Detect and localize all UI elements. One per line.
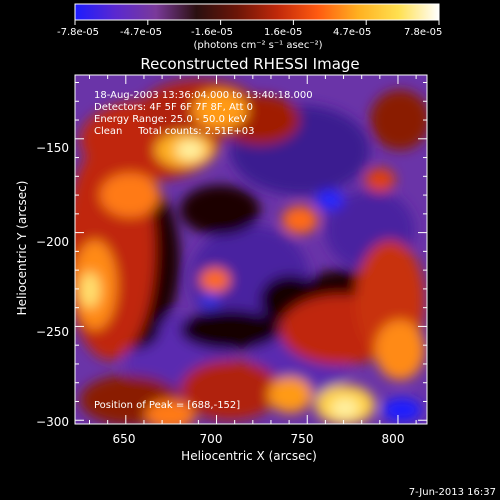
image-intensity-region bbox=[180, 310, 280, 350]
image-intensity-region bbox=[375, 320, 425, 380]
image-intensity-region bbox=[268, 377, 312, 413]
colorbar-tick-label: 7.8e-05 bbox=[404, 27, 442, 38]
plot-frame bbox=[74, 74, 428, 425]
timestamp: 7-Jun-2013 16:37 bbox=[409, 487, 496, 498]
y-tick-label: −150 bbox=[36, 141, 69, 155]
chart-title: Reconstructed RHESSI Image bbox=[140, 55, 359, 73]
axis-ticks bbox=[75, 75, 427, 424]
image-intensity-region bbox=[200, 268, 230, 292]
x-axis-label: Heliocentric X (arcsec) bbox=[181, 449, 317, 463]
colorbar-unit-label: (photons cm⁻² s⁻¹ asec⁻²) bbox=[193, 40, 322, 51]
image-intensity-region bbox=[100, 173, 160, 217]
image-intensity-region bbox=[370, 90, 427, 150]
annotation-line: 18-Aug-2003 13:36:04.000 to 13:40:18.000 bbox=[94, 90, 313, 101]
image-intensity-region bbox=[192, 90, 248, 130]
y-tick-label: −200 bbox=[36, 235, 69, 249]
colorbar bbox=[74, 3, 440, 21]
image-intensity-region bbox=[180, 360, 280, 420]
image-intensity-region bbox=[180, 185, 260, 235]
y-axis-label: Heliocentric Y (arcsec) bbox=[15, 181, 29, 316]
image-intensity-region bbox=[365, 168, 395, 192]
image-intensity-region bbox=[282, 206, 318, 234]
annotation-line: Clean Total counts: 2.51E+03 bbox=[94, 126, 254, 137]
image-intensity-region bbox=[200, 292, 220, 308]
colorbar-tick-label: -4.7e-05 bbox=[120, 27, 162, 38]
image-intensity-region bbox=[331, 398, 359, 418]
peak-position-label: Position of Peak = [688,-152] bbox=[94, 400, 240, 411]
y-tick-label: −300 bbox=[36, 415, 69, 429]
image-intensity-region bbox=[382, 398, 422, 422]
y-tick-label: −250 bbox=[36, 325, 69, 339]
image-intensity-region bbox=[176, 140, 204, 160]
image-intensity-region bbox=[145, 400, 195, 424]
image-intensity-region bbox=[80, 272, 100, 308]
x-tick-label: 750 bbox=[291, 432, 314, 446]
x-tick-label: 800 bbox=[382, 432, 405, 446]
annotation-line: Energy Range: 25.0 - 50.0 keV bbox=[94, 114, 247, 125]
colorbar-tick-label: -7.8e-05 bbox=[57, 27, 99, 38]
colorbar-tick-label: -1.6e-05 bbox=[191, 27, 233, 38]
colorbar-tick-label: 4.7e-05 bbox=[333, 27, 371, 38]
x-tick-label: 700 bbox=[200, 432, 223, 446]
annotation-line: Detectors: 4F 5F 6F 7F 8F, Att 0 bbox=[94, 102, 253, 113]
colorbar-tick-label: 1.6e-05 bbox=[264, 27, 302, 38]
x-tick-label: 650 bbox=[113, 432, 136, 446]
image-intensity-region bbox=[316, 190, 344, 210]
